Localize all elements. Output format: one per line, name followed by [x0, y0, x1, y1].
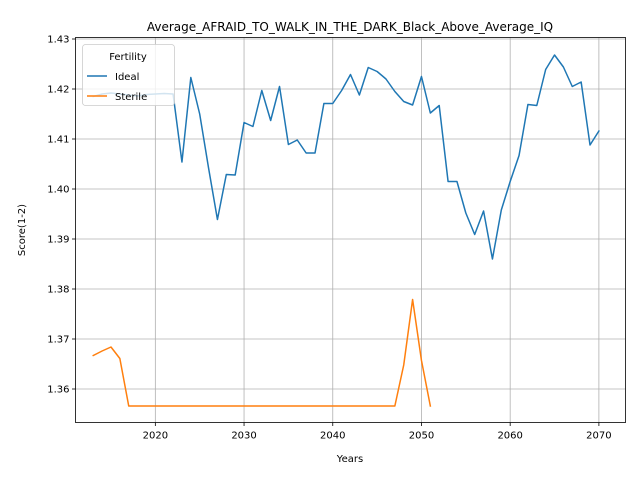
- x-tick-label: 2070: [586, 431, 611, 442]
- grid: [75, 37, 626, 423]
- x-axis: 2020 2030 2040 2050 2060 2070: [143, 422, 612, 442]
- y-tick-label: 1.37: [47, 335, 69, 346]
- series-line-sterile: [92, 298, 432, 407]
- x-tick-label: 2030: [231, 431, 256, 442]
- y-axis-label: Score(1-2): [17, 204, 28, 256]
- legend-box: [82, 44, 175, 106]
- series-line-ideal: [92, 54, 600, 260]
- x-tick-label: 2060: [497, 431, 522, 442]
- y-tick-label: 1.40: [47, 185, 69, 196]
- y-tick-label: 1.36: [47, 385, 69, 396]
- x-axis-label: Years: [336, 454, 363, 465]
- x-tick-label: 2050: [409, 431, 434, 442]
- chart-title: Average_AFRAID_TO_WALK_IN_THE_DARK_Black…: [147, 20, 553, 34]
- legend-label-sterile: Sterile: [115, 92, 147, 103]
- y-tick-label: 1.39: [47, 235, 69, 246]
- y-tick-label: 1.41: [47, 135, 69, 146]
- x-tick-label: 2020: [143, 431, 168, 442]
- y-tick-label: 1.43: [47, 35, 69, 46]
- x-tick-label: 2040: [320, 431, 345, 442]
- series-lines: [92, 54, 600, 407]
- y-tick-label: 1.42: [47, 85, 69, 96]
- y-axis: 1.36 1.37 1.38 1.39 1.40 1.41 1.42 1.43: [47, 35, 76, 396]
- legend: Fertility Ideal Sterile: [82, 44, 175, 106]
- legend-label-ideal: Ideal: [115, 72, 139, 83]
- legend-title: Fertility: [109, 52, 147, 63]
- y-tick-label: 1.38: [47, 285, 69, 296]
- plot-frame: [75, 37, 626, 423]
